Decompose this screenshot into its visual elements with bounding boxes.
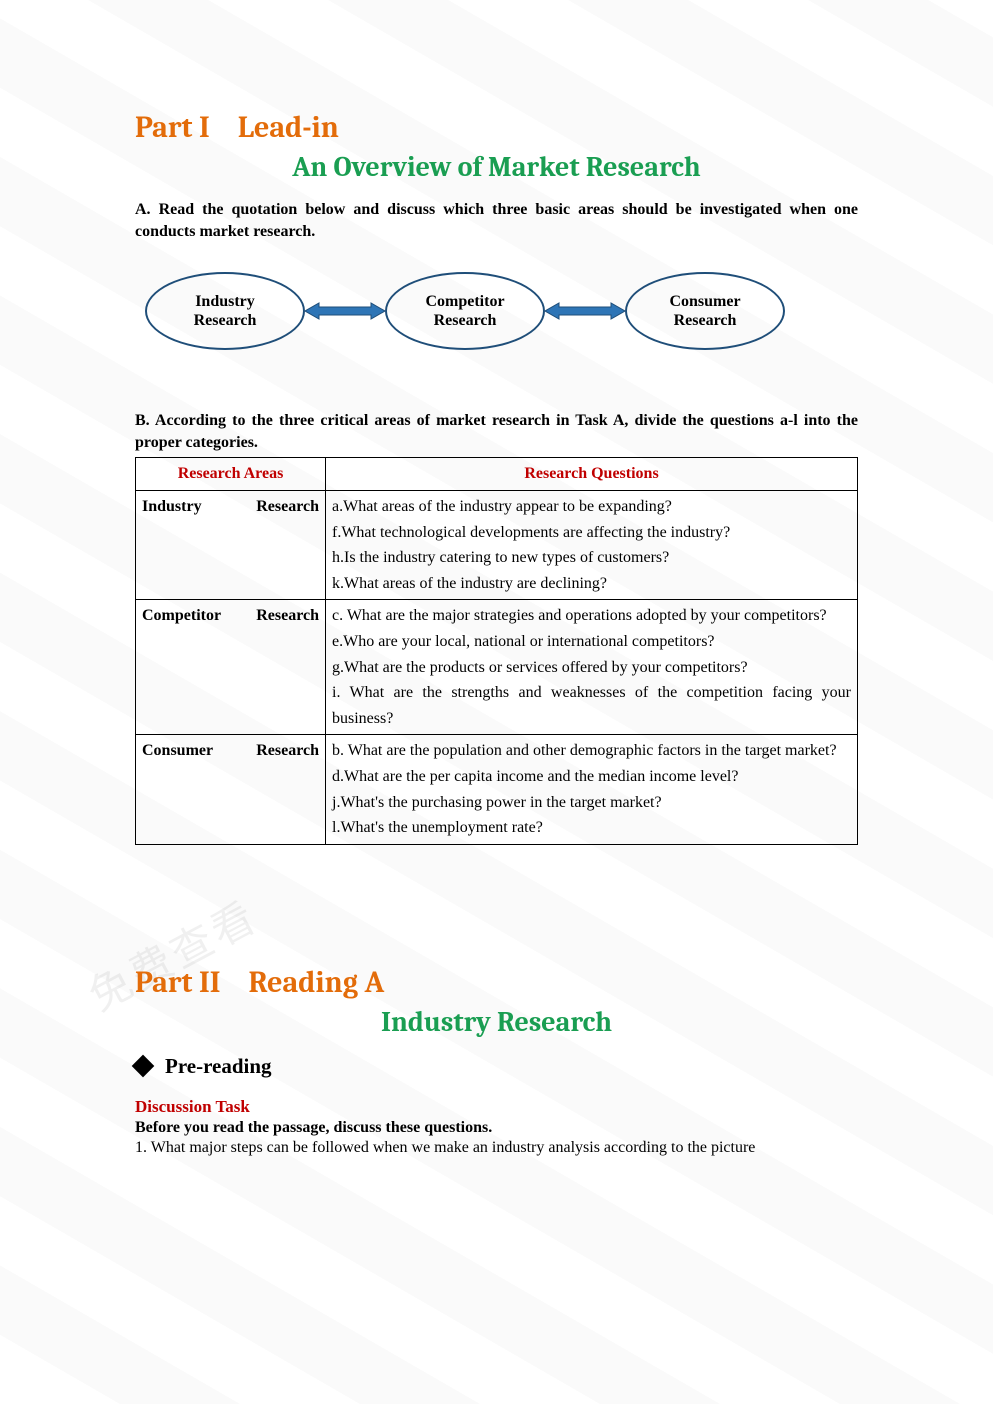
part2-title: Reading A	[248, 965, 384, 1000]
questions-consumer: b. What are the population and other dem…	[326, 735, 858, 844]
arrow-2	[545, 299, 625, 323]
ellipse-consumer-l1: Consumer	[669, 292, 740, 311]
q-f: f.What technological developments are af…	[332, 520, 851, 546]
diamond-icon	[132, 1055, 155, 1078]
area-w1: Consumer	[142, 738, 213, 764]
area-industry: Industry Research	[136, 490, 326, 599]
part2-subtitle: Industry Research	[135, 1006, 858, 1038]
part1-heading: Part I Lead-in	[135, 110, 858, 145]
area-w2: Research	[256, 603, 319, 629]
q-b: b. What are the population and other dem…	[332, 738, 851, 764]
q-h: h.Is the industry catering to new types …	[332, 545, 851, 571]
page-content: Part I Lead-in An Overview of Market Res…	[0, 0, 993, 1157]
ellipse-consumer: Consumer Research	[625, 272, 785, 350]
area-competitor: Competitor Research	[136, 600, 326, 735]
arrow-1	[305, 299, 385, 323]
q-l: l.What's the unemployment rate?	[332, 815, 851, 841]
prereading-text: Pre-reading	[165, 1054, 272, 1079]
th-areas: Research Areas	[136, 458, 326, 491]
part1-label: Part I	[135, 110, 210, 145]
table-row: Consumer Research b. What are the popula…	[136, 735, 858, 844]
ellipse-competitor-l1: Competitor	[425, 292, 504, 311]
area-consumer: Consumer Research	[136, 735, 326, 844]
ellipse-industry-l2: Research	[194, 311, 257, 330]
table-row: Industry Research a.What areas of the in…	[136, 490, 858, 599]
area-w2: Research	[256, 738, 319, 764]
ellipse-competitor-l2: Research	[434, 311, 497, 330]
q-e: e.Who are your local, national or intern…	[332, 629, 851, 655]
questions-competitor: c. What are the major strategies and ope…	[326, 600, 858, 735]
discussion-task: Discussion Task	[135, 1097, 858, 1117]
part1-title: Lead-in	[238, 110, 339, 145]
three-areas-diagram: Industry Research Competitor Research Co…	[145, 272, 858, 350]
task-a-text: A. Read the quotation below and discuss …	[135, 199, 858, 242]
ellipse-industry: Industry Research	[145, 272, 305, 350]
table-row: Competitor Research c. What are the majo…	[136, 600, 858, 735]
q-j: j.What's the purchasing power in the tar…	[332, 790, 851, 816]
task-b-text: B. According to the three critical areas…	[135, 410, 858, 453]
questions-industry: a.What areas of the industry appear to b…	[326, 490, 858, 599]
th-questions: Research Questions	[326, 458, 858, 491]
part2-label: Part II	[135, 965, 220, 1000]
area-w1: Competitor	[142, 603, 221, 629]
q-i: i. What are the strengths and weaknesses…	[332, 680, 851, 731]
ellipse-competitor: Competitor Research	[385, 272, 545, 350]
area-w1: Industry	[142, 494, 202, 520]
q-k: k.What areas of the industry are declini…	[332, 571, 851, 597]
q-c: c. What are the major strategies and ope…	[332, 603, 851, 629]
before-text: Before you read the passage, discuss the…	[135, 1119, 858, 1137]
part1-subtitle: An Overview of Market Research	[135, 151, 858, 183]
q-g: g.What are the products or services offe…	[332, 655, 851, 681]
question-1: 1. What major steps can be followed when…	[135, 1139, 858, 1157]
area-w2: Research	[256, 494, 319, 520]
q-a: a.What areas of the industry appear to b…	[332, 494, 851, 520]
part2-section: Part II Reading A Industry Research Pre-…	[135, 965, 858, 1157]
research-table: Research Areas Research Questions Indust…	[135, 457, 858, 844]
prereading-heading: Pre-reading	[135, 1054, 858, 1079]
q-d: d.What are the per capita income and the…	[332, 764, 851, 790]
part2-heading: Part II Reading A	[135, 965, 858, 1000]
ellipse-industry-l1: Industry	[195, 292, 255, 311]
ellipse-consumer-l2: Research	[674, 311, 737, 330]
